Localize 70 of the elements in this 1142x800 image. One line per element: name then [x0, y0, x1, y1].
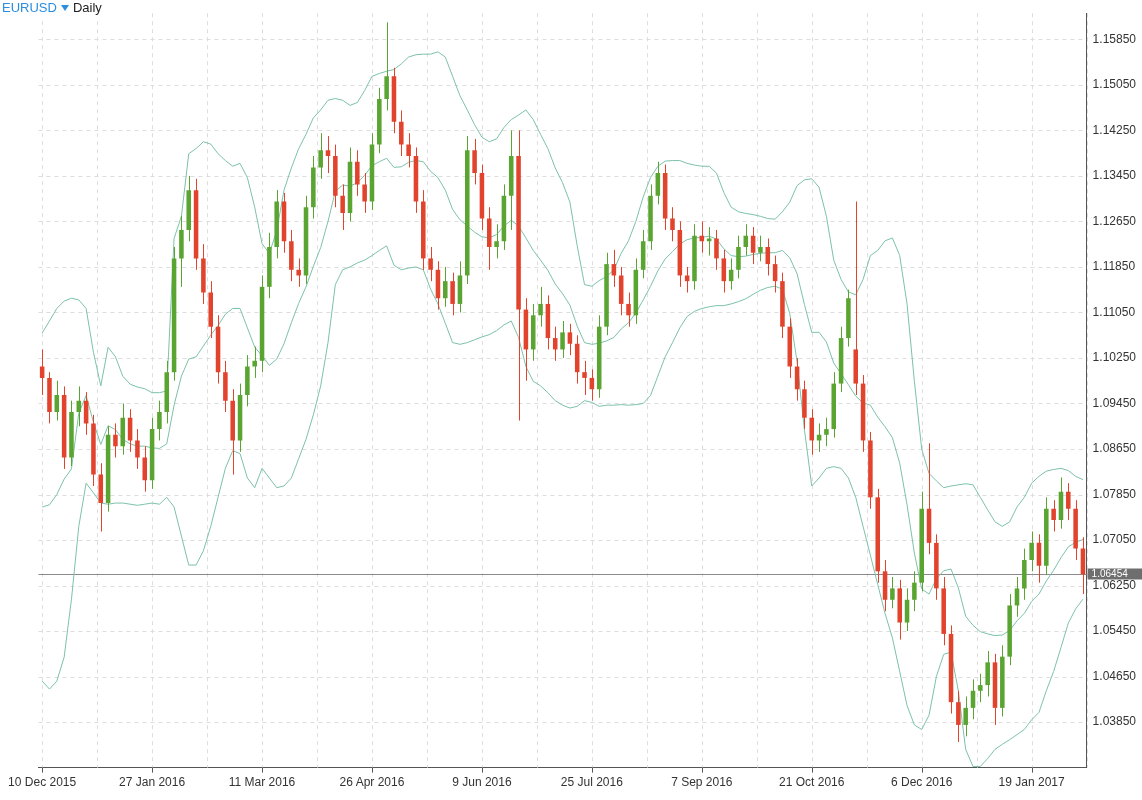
candlestick — [758, 235, 763, 262]
x-tick-label: 11 Mar 2016 — [228, 775, 296, 790]
candlestick — [252, 346, 257, 379]
candlestick — [560, 320, 565, 359]
y-tick-label: 1.06250 — [1092, 577, 1137, 592]
candlestick — [963, 695, 968, 737]
chart-title: EURUSD — [2, 0, 57, 15]
candlestick — [736, 235, 741, 279]
candlestick — [684, 266, 690, 294]
candlestick — [809, 408, 815, 456]
candlestick — [450, 272, 455, 316]
y-tick-label: 1.11850 — [1092, 259, 1136, 274]
x-tick-label: 25 Jul 2016 — [560, 775, 624, 790]
y-tick-label: 1.11050 — [1092, 304, 1136, 319]
candlestick — [670, 206, 675, 242]
candlestick — [824, 417, 829, 447]
y-tick-label: 1.15850 — [1092, 31, 1137, 46]
candlestick — [626, 292, 631, 328]
chart-subtitle: Daily — [72, 0, 102, 15]
candlestick — [325, 135, 331, 174]
candlestick — [355, 149, 360, 197]
candlestick — [978, 673, 983, 703]
candlestick — [362, 172, 367, 214]
candlestick — [406, 132, 411, 168]
candlestick — [890, 576, 895, 609]
x-tick-label: 19 Jan 2017 — [998, 775, 1065, 790]
candlestick — [538, 286, 543, 328]
candlestick — [384, 21, 389, 111]
candlestick — [567, 323, 573, 356]
y-tick-label: 1.08650 — [1092, 441, 1137, 456]
candlestick — [296, 257, 301, 288]
candlestick — [135, 428, 140, 470]
y-tick-label: 1.03850 — [1092, 714, 1137, 729]
y-tick-label: 1.13450 — [1092, 168, 1137, 183]
candlestick — [318, 132, 323, 180]
x-tick-label: 26 Apr 2016 — [339, 775, 405, 790]
x-tick-label: 10 Dec 2015 — [8, 775, 77, 790]
candlestick — [706, 226, 712, 257]
candlestick — [1066, 482, 1071, 521]
y-tick-label: 1.07050 — [1092, 532, 1137, 547]
candlestick — [157, 400, 162, 441]
candlestick — [1051, 499, 1056, 532]
candlestick — [472, 138, 477, 185]
x-tick-label: 9 Jun 2016 — [452, 775, 512, 790]
y-tick-label: 1.15050 — [1092, 77, 1137, 92]
candlestick — [113, 422, 118, 459]
candlestick — [443, 266, 448, 308]
x-tick-label: 6 Dec 2016 — [891, 775, 953, 790]
candlestick — [399, 109, 404, 157]
x-tick-label: 27 Jan 2016 — [119, 775, 186, 790]
x-tick-label: 21 Oct 2016 — [779, 775, 845, 790]
candlestick — [582, 360, 587, 396]
candlestick — [142, 445, 148, 493]
candlestick — [985, 650, 990, 697]
y-tick-label: 1.09450 — [1092, 395, 1137, 410]
candlestick — [340, 183, 345, 231]
candlestick — [494, 223, 499, 259]
candlestick — [428, 246, 433, 282]
y-tick-label: 1.12650 — [1092, 213, 1137, 228]
candlestick — [714, 229, 719, 271]
candlestick — [956, 690, 961, 743]
candlestick — [912, 570, 917, 612]
y-tick-label: 1.14250 — [1092, 122, 1137, 137]
candlestick — [1029, 530, 1034, 572]
y-tick-label: 1.05450 — [1092, 623, 1137, 638]
y-tick-label: 1.07850 — [1092, 486, 1137, 501]
x-tick-label: 7 Sep 2016 — [671, 775, 733, 790]
y-tick-label: 1.10250 — [1092, 350, 1137, 365]
y-tick-label: 1.04650 — [1092, 668, 1137, 683]
ref-line-label: 1.06454 — [1091, 567, 1129, 579]
